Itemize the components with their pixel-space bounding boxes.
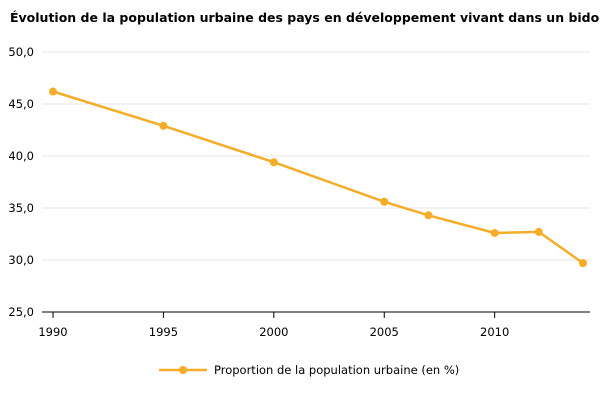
- data-point: [159, 121, 168, 130]
- data-point: [534, 227, 543, 236]
- chart-title: Évolution de la population urbaine des p…: [10, 10, 600, 25]
- y-tick-label: 35,0: [8, 201, 34, 215]
- legend-marker: [179, 366, 187, 374]
- data-point: [380, 197, 389, 206]
- data-point: [579, 259, 587, 268]
- y-tick-label: 50,0: [8, 45, 34, 59]
- data-point: [269, 158, 278, 167]
- y-tick-label: 25,0: [8, 305, 34, 319]
- x-tick-label: 2005: [370, 325, 399, 339]
- x-axis: 1990 1995 2000 2005 2010: [38, 311, 590, 339]
- x-tick-label: 2000: [259, 325, 288, 339]
- y-tick-label: 45,0: [8, 97, 34, 111]
- y-axis-ticks: 25,0 30,0 35,0 40,0 45,0 50,0: [8, 45, 34, 319]
- series-layer: [49, 87, 587, 268]
- x-tick-label: 1995: [149, 325, 178, 339]
- data-point: [490, 228, 499, 237]
- legend-label: Proportion de la population urbaine (en …: [214, 363, 459, 377]
- y-tick-label: 30,0: [8, 253, 34, 267]
- data-point: [424, 211, 433, 220]
- x-tick-label: 1990: [38, 325, 67, 339]
- data-point: [49, 87, 57, 96]
- grid-lines: [42, 51, 590, 261]
- x-tick-label: 2010: [480, 325, 509, 339]
- series-line: [52, 90, 584, 265]
- y-tick-label: 40,0: [8, 149, 34, 163]
- legend: Proportion de la population urbaine (en …: [159, 363, 459, 377]
